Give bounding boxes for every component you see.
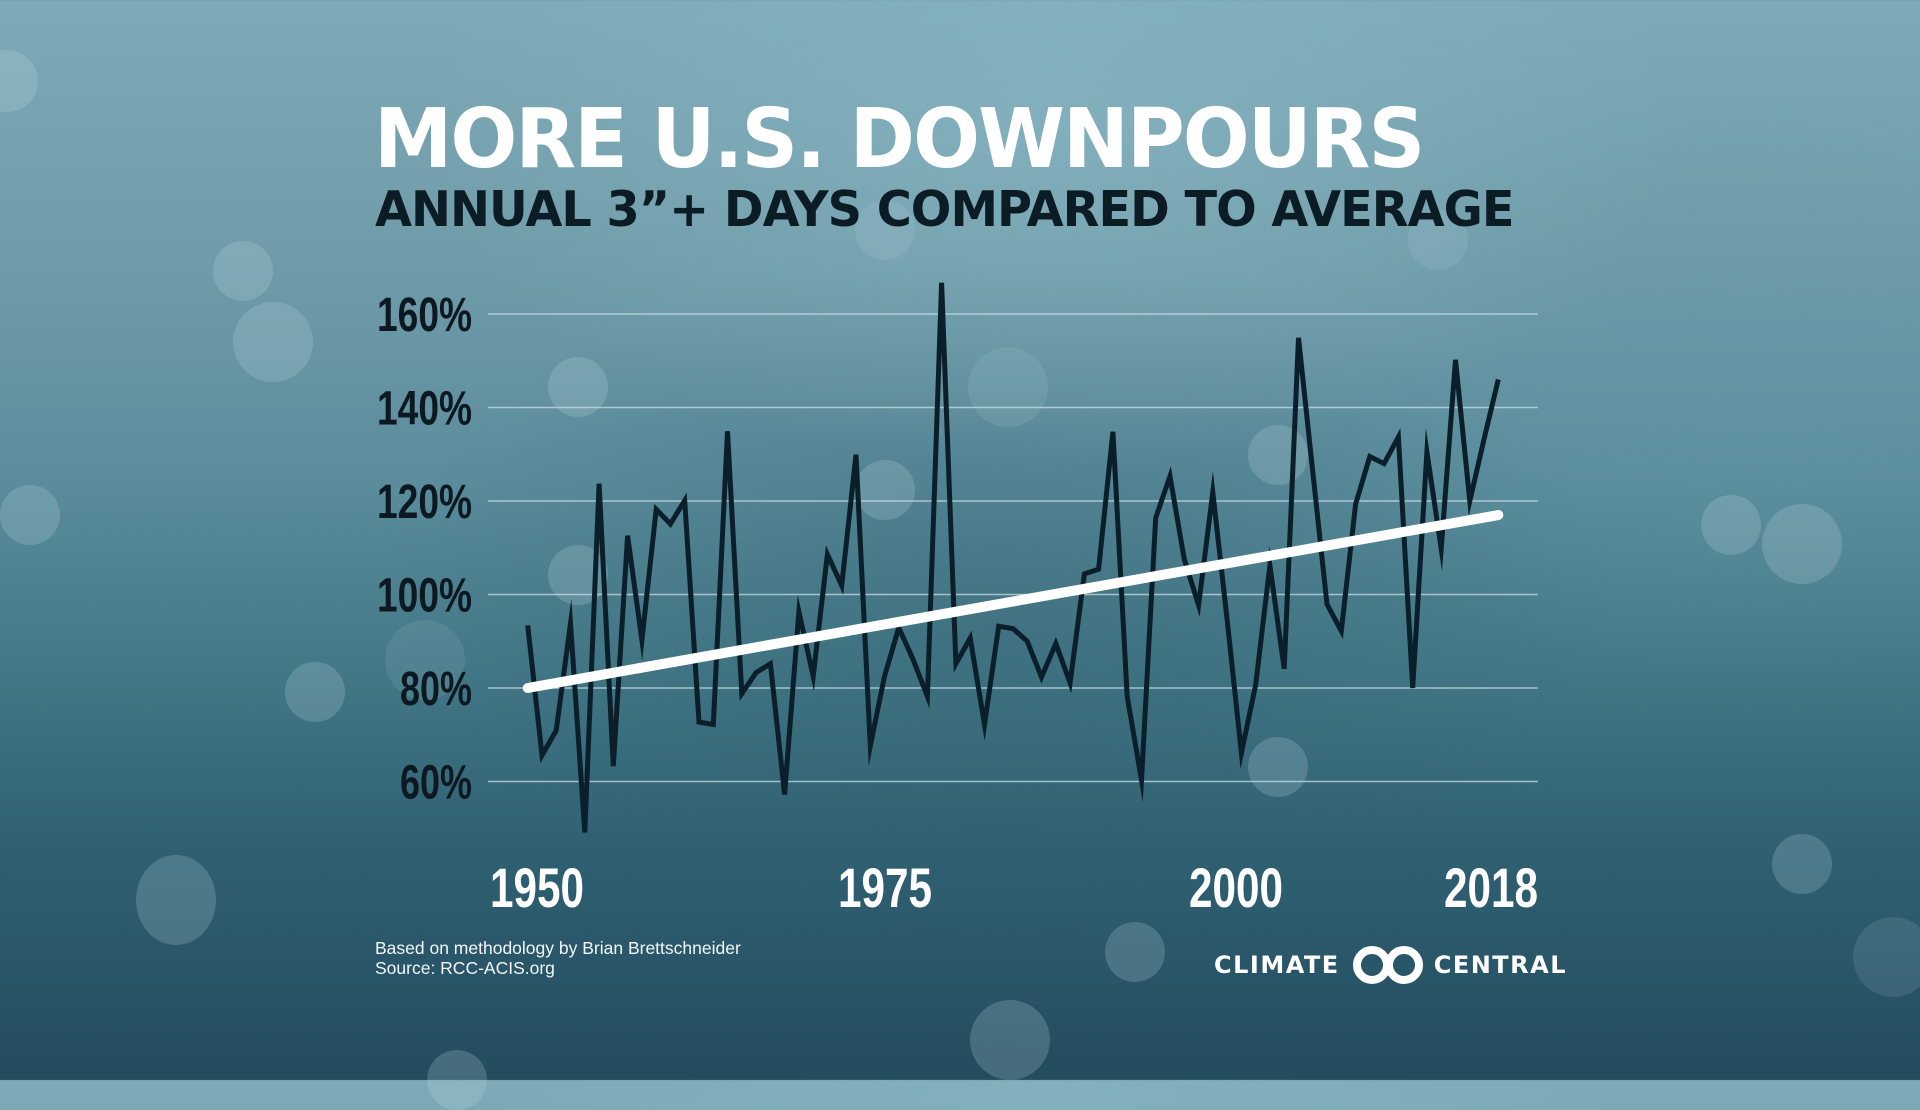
- series-line: [528, 283, 1499, 833]
- y-axis-tick-labels: 60% 80% 100% 120% 140% 160%: [377, 289, 472, 810]
- gridlines: [488, 314, 1538, 782]
- x-tick-label: 1950: [490, 856, 584, 919]
- chart-footer: Based on methodology by Brian Brettschne…: [375, 938, 741, 978]
- y-tick-label: 140%: [377, 383, 472, 436]
- x-tick-label: 1975: [838, 856, 932, 919]
- y-tick-label: 80%: [400, 663, 472, 716]
- x-axis-tick-labels: 1950 1975 2000 2018: [490, 856, 1538, 919]
- climate-central-logo: CLIMATE CENTRAL: [1214, 945, 1567, 985]
- x-tick-label: 2000: [1189, 856, 1283, 919]
- trend-line: [528, 515, 1499, 688]
- methodology-note: Based on methodology by Brian Brettschne…: [375, 938, 741, 958]
- line-chart: 60% 80% 100% 120% 140% 160% 1950 1975 2000 2018: [0, 0, 1920, 1080]
- climate-central-rings-icon: [1352, 945, 1424, 985]
- x-tick-label: 2018: [1444, 856, 1538, 919]
- y-tick-label: 60%: [400, 757, 472, 810]
- y-tick-label: 160%: [377, 289, 472, 342]
- trend-series: [528, 515, 1499, 688]
- source-note: Source: RCC-ACIS.org: [375, 958, 741, 978]
- data-series: [528, 283, 1499, 833]
- y-tick-label: 100%: [377, 570, 472, 623]
- logo-text-climate: CLIMATE: [1214, 951, 1340, 979]
- y-tick-label: 120%: [377, 476, 472, 529]
- logo-text-central: CENTRAL: [1434, 951, 1567, 979]
